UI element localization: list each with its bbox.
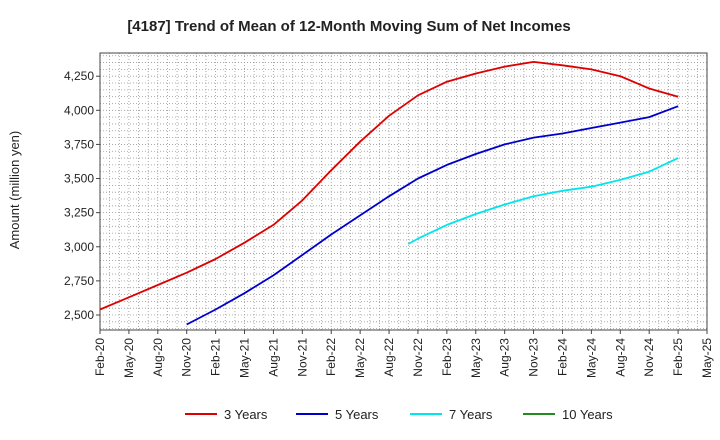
x-tick-label: May-24 (584, 338, 598, 378)
y-tick-label: 2,500 (64, 308, 94, 322)
x-tick-label: May-23 (469, 338, 483, 378)
series-lines (99, 61, 679, 326)
x-tick-label: Feb-25 (671, 338, 685, 376)
y-tick-label: 3,750 (64, 137, 94, 151)
x-tick-label: May-22 (353, 338, 367, 378)
x-tick-label: Feb-24 (555, 338, 569, 376)
series-line-7-years (407, 157, 679, 245)
legend-label: 10 Years (562, 407, 613, 422)
x-tick-label: Feb-23 (440, 338, 454, 376)
legend: 3 Years 5 Years 7 Years 10 Years (185, 407, 613, 422)
x-tick-label: Nov-21 (295, 338, 309, 377)
x-axis: Feb-20 May-20 Aug-20 Nov-20 Feb-21 May-21 Aug-… (93, 330, 714, 378)
legend-label: 3 Years (224, 407, 268, 422)
grid-lines (100, 53, 707, 330)
y-tick-label: 3,000 (64, 240, 94, 254)
y-tick-label: 4,000 (64, 103, 94, 117)
x-tick-label: Feb-22 (324, 338, 338, 376)
x-tick-label: Nov-24 (642, 338, 656, 377)
x-tick-label: Aug-20 (151, 338, 165, 377)
y-tick-label: 3,500 (64, 172, 94, 186)
x-tick-label: Aug-23 (498, 338, 512, 377)
plot-frame (99, 52, 708, 331)
x-tick-label: May-21 (238, 338, 252, 378)
legend-label: 7 Years (449, 407, 493, 422)
x-tick-label: Aug-21 (266, 338, 280, 377)
x-tick-label: Aug-24 (613, 338, 627, 377)
x-tick-label: Feb-21 (209, 338, 223, 376)
x-tick-label: Nov-20 (180, 338, 194, 377)
x-tick-label: Feb-20 (93, 338, 107, 376)
y-axis-label: Amount (million yen) (7, 131, 22, 250)
x-tick-label: Aug-22 (382, 338, 396, 377)
x-tick-label: May-25 (700, 338, 714, 378)
x-tick-label: May-20 (122, 338, 136, 378)
y-tick-label: 4,250 (64, 69, 94, 83)
series-line-5-years (186, 105, 679, 326)
legend-label: 5 Years (335, 407, 379, 422)
series-line-3-years (99, 61, 679, 311)
x-tick-label: Nov-22 (411, 338, 425, 377)
x-tick-label: Nov-23 (527, 338, 541, 377)
chart-title: [4187] Trend of Mean of 12-Month Moving … (127, 18, 570, 35)
y-tick-label: 2,750 (64, 274, 94, 288)
y-axis: 2,500 2,750 3,000 3,250 3,500 3,750 4,000 4,250 (64, 69, 100, 322)
y-tick-label: 3,250 (64, 206, 94, 220)
